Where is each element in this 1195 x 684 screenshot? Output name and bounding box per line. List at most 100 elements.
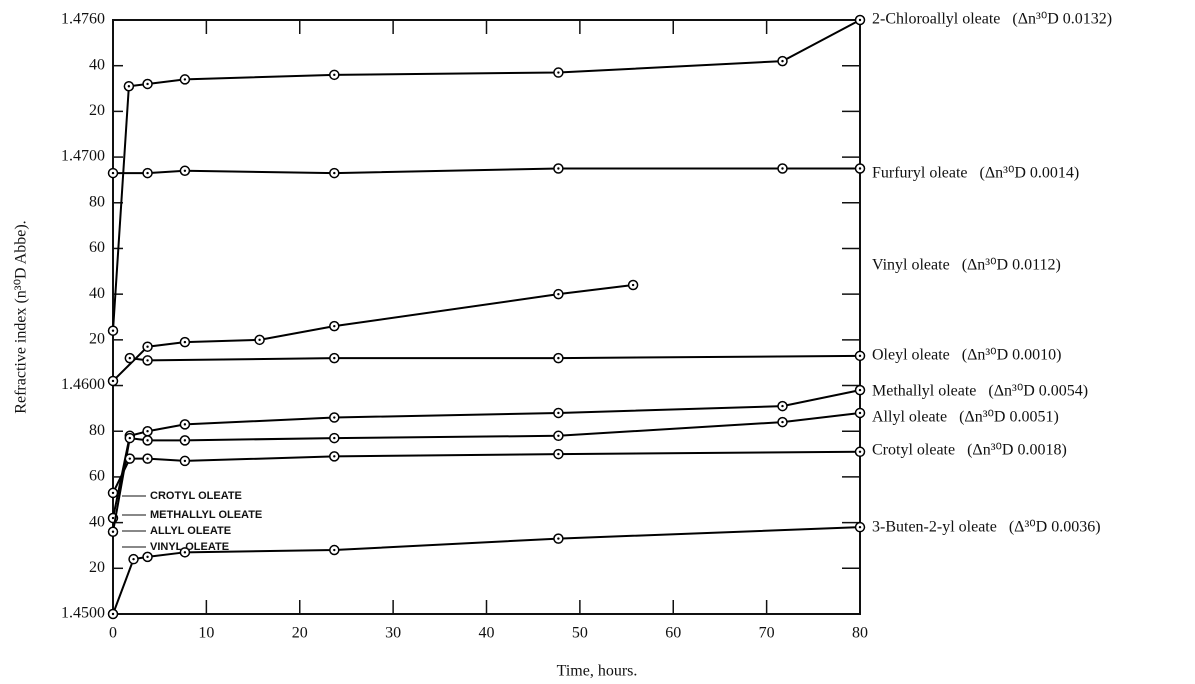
data-point-dot (146, 345, 149, 348)
y-tick-label: 20 (89, 102, 105, 119)
data-point-dot (183, 78, 187, 81)
data-point-dot (557, 411, 560, 415)
data-point-dot (781, 59, 784, 63)
series-note: (Δn³⁰D 0.0018) (967, 442, 1067, 459)
series-label: Allyl oleate (872, 409, 947, 426)
y-tick-label: 20 (89, 559, 105, 576)
series-label: Oleyl oleate (872, 347, 950, 364)
data-point-dot (781, 420, 784, 424)
data-point-dot (111, 379, 115, 383)
series-note: (Δn³⁰D 0.0010) (962, 347, 1062, 364)
y-tick-label: 40 (89, 513, 105, 530)
data-point-dot (557, 71, 560, 74)
x-tick-label: 80 (852, 625, 868, 642)
data-point-dot (146, 430, 149, 433)
data-point-dot (557, 167, 560, 170)
data-point-dot (858, 450, 862, 453)
data-point-dot (111, 491, 115, 495)
y-tick-label: 60 (89, 239, 105, 256)
data-point-dot (858, 388, 862, 392)
annotation: VINYL OLEATE (150, 541, 229, 553)
series-label: Furfuryl oleate (872, 165, 968, 182)
y-tick-label: 80 (89, 193, 105, 210)
data-point-dot (557, 452, 560, 456)
data-point-dot (146, 457, 149, 460)
data-point-dot (858, 411, 862, 415)
y-tick-label: 1.4700 (61, 148, 105, 165)
data-point-dot (333, 171, 336, 175)
data-point-dot (146, 359, 149, 362)
series-line (112, 19, 861, 331)
x-tick-label: 0 (109, 625, 117, 642)
series-line (112, 284, 634, 382)
series-label: 2-Chloroallyl oleate (872, 11, 1000, 28)
data-point-dot (557, 292, 560, 296)
annotation: CROTYL OLEATE (150, 490, 242, 502)
data-point-dot (183, 459, 187, 463)
x-tick-label: 30 (385, 625, 401, 642)
data-point-dot (333, 548, 336, 552)
x-tick-label: 40 (479, 625, 495, 642)
data-point-dot (128, 457, 132, 460)
series-label: Crotyl oleate (872, 442, 955, 459)
data-point-dot (557, 537, 560, 540)
data-point-dot (111, 612, 115, 616)
series-note: (Δn³⁰D 0.0014) (980, 165, 1080, 182)
data-point-dot (183, 340, 187, 344)
series-line (112, 450, 861, 494)
data-point-dot (128, 436, 132, 440)
series-label: Methallyl oleate (872, 383, 976, 400)
data-point-dot (132, 557, 135, 561)
data-point-dot (111, 329, 115, 332)
data-point-dot (146, 171, 149, 175)
data-point-dot (111, 516, 115, 520)
data-point-dot (146, 82, 149, 86)
data-point-dot (333, 436, 336, 440)
data-point-dot (858, 167, 862, 170)
data-point-dot (781, 404, 784, 408)
series-note: (Δn³⁰D 0.0112) (962, 257, 1061, 274)
series-line (129, 354, 861, 362)
series-line (113, 167, 860, 175)
x-tick-label: 20 (292, 625, 308, 642)
x-tick-label: 10 (198, 625, 214, 642)
y-tick-label: 1.4500 (61, 605, 105, 622)
series-note: (Δn³⁰D 0.0132) (1012, 11, 1112, 28)
data-point-dot (557, 434, 560, 437)
data-point-dot (858, 354, 862, 358)
y-axis-label: Refractive index (n³⁰D Abbe). (13, 220, 30, 413)
x-tick-label: 70 (759, 625, 775, 642)
data-point-dot (146, 439, 149, 442)
data-point-dot (146, 555, 149, 559)
series-note: (Δ³⁰D 0.0036) (1009, 519, 1101, 536)
y-tick-label: 1.4760 (61, 11, 105, 28)
series-note: (Δn³⁰D 0.0054) (988, 383, 1088, 400)
data-point-dot (127, 85, 131, 88)
series-label: Vinyl oleate (872, 257, 950, 274)
annotation: ALLYL OLEATE (150, 525, 231, 537)
data-point-dot (333, 73, 336, 77)
data-point-dot (781, 167, 784, 170)
annotation: METHALLYL OLEATE (150, 509, 262, 521)
y-tick-label: 80 (89, 422, 105, 439)
data-point-dot (333, 455, 336, 458)
data-point-dot (858, 525, 862, 529)
data-point-dot (111, 171, 115, 175)
data-point-dot (111, 530, 115, 533)
data-point-dot (183, 439, 187, 442)
y-tick-label: 1.4600 (61, 376, 105, 393)
data-point-dot (183, 551, 187, 554)
y-tick-label: 20 (89, 331, 105, 348)
series-note: (Δn³⁰D 0.0051) (959, 409, 1059, 426)
data-point-dot (128, 356, 132, 360)
data-point-dot (858, 18, 862, 22)
data-point-dot (333, 356, 336, 360)
data-point-dot (557, 356, 560, 360)
x-tick-label: 60 (665, 625, 681, 642)
data-point-dot (333, 416, 336, 419)
data-point-dot (333, 324, 336, 328)
y-tick-label: 60 (89, 468, 105, 485)
data-point-dot (631, 283, 635, 287)
data-point-dot (258, 338, 261, 342)
